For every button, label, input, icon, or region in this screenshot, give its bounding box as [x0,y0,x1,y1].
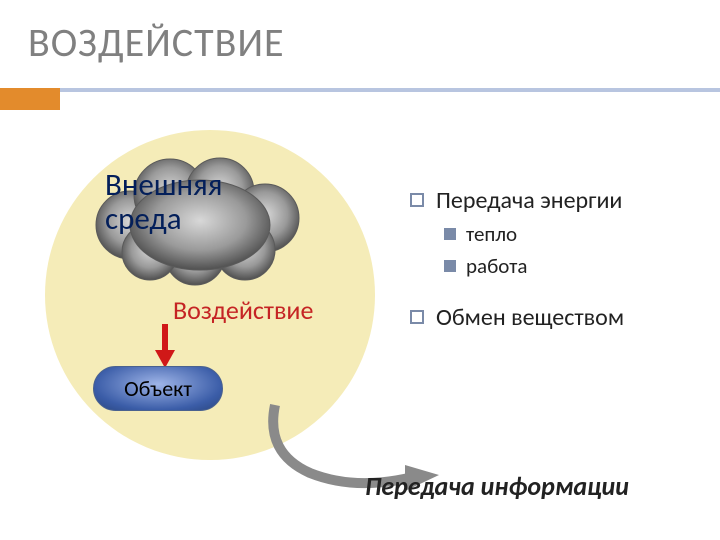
list-item: Обмен веществом [410,303,624,332]
env-line2: среда [105,200,182,238]
subbullet-square-icon [444,228,456,240]
object-pill: Объект [93,366,223,411]
title-accent [0,88,60,110]
env-line1: Внешняя [105,166,222,204]
bullet-square-icon [410,310,424,324]
arrow-down-icon [153,322,177,370]
object-label: Объект [124,375,192,402]
bullet-text: Передача энергии [436,186,622,215]
title-divider [0,88,720,92]
list-subitem: тепло [444,221,624,247]
environment-label: Внешняя среда [105,168,285,236]
bullet-square-icon [410,193,424,207]
subbullet-text: тепло [466,221,517,247]
page-title: ВОЗДЕЙСТВИЕ [28,18,285,67]
footer-note: Передача информации [365,470,629,502]
subbullet-square-icon [444,260,456,272]
bullet-list: Передача энергии тепло работа Обмен веще… [410,178,624,332]
slide: ВОЗДЕЙСТВИЕ Внешняя среда Воздействие [0,0,720,540]
interaction-label: Воздействие [173,294,313,326]
bullet-text: Обмен веществом [436,303,624,332]
subbullet-text: работа [466,253,527,279]
list-item: Передача энергии [410,186,624,215]
list-subitem: работа [444,253,624,279]
